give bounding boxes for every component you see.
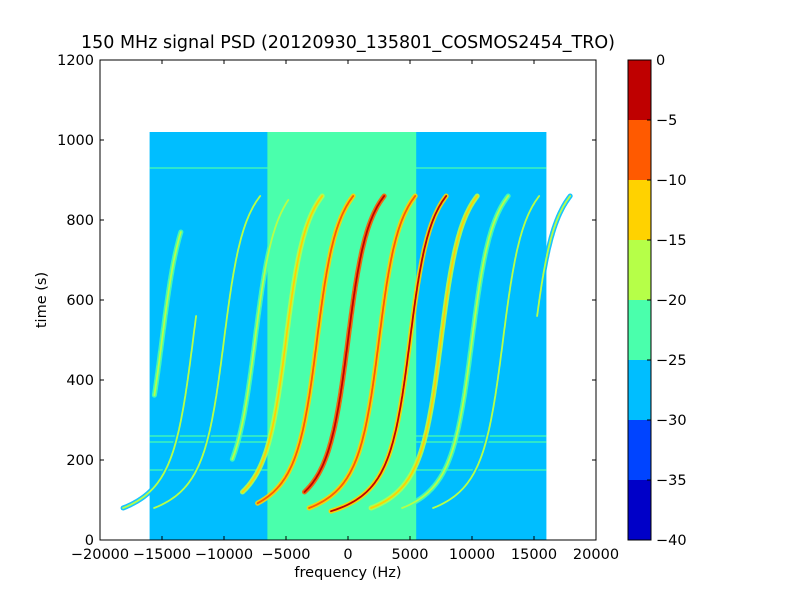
y-tick-label: 0 xyxy=(85,533,94,549)
colorbar-tick-label: −5 xyxy=(656,113,677,129)
y-tick-label: 1000 xyxy=(57,133,94,149)
x-axis-label: frequency (Hz) xyxy=(294,565,401,581)
trace-line xyxy=(308,195,417,509)
chart-title: 150 MHz signal PSD (20120930_135801_COSM… xyxy=(81,33,615,53)
colorbar-bin xyxy=(628,180,651,240)
x-tick-label: −5000 xyxy=(261,547,310,563)
colorbar-bins xyxy=(628,60,651,540)
trace-line xyxy=(256,195,355,505)
y-axis: 0 200 400 600 800 1000 1200 xyxy=(57,53,596,549)
trace-line xyxy=(122,315,197,509)
colorbar-bin xyxy=(628,420,651,480)
trace-line xyxy=(536,195,572,317)
x-tick-label: 0 xyxy=(343,547,352,563)
trace-line xyxy=(303,195,386,493)
colorbar-bin xyxy=(628,60,651,120)
x-axis: −20000 −15000 −10000 −5000 0 5000 10000 15000 20… xyxy=(71,60,619,563)
colorbar-tick-label: −25 xyxy=(656,353,687,369)
colorbar-tick-label: −15 xyxy=(656,233,687,249)
x-tick-label: 5000 xyxy=(392,547,429,563)
x-tick-label: −20000 xyxy=(71,547,129,563)
colorbar-bin xyxy=(628,300,651,360)
colorbar-bin xyxy=(628,120,651,180)
y-tick-label: 200 xyxy=(66,453,94,469)
x-tick-label: −15000 xyxy=(133,547,191,563)
colorbar-tick-label: −40 xyxy=(656,533,687,549)
colorbar: 0 −5 −10 −15 −20 −25 −30 −35 −40 xyxy=(627,53,687,549)
background-center-band xyxy=(267,132,417,540)
trace-line xyxy=(153,195,262,509)
colorbar-bin xyxy=(628,480,651,540)
colorbar-tick-label: −35 xyxy=(656,473,687,489)
trace-line xyxy=(330,195,448,513)
colorbar-tick-label: −30 xyxy=(656,413,687,429)
y-tick-label: 800 xyxy=(66,213,94,229)
colorbar-bin xyxy=(628,360,651,420)
trace-line xyxy=(153,231,182,397)
x-tick-label: 15000 xyxy=(511,547,557,563)
colorbar-tick-label: −10 xyxy=(656,173,687,189)
trace-line xyxy=(231,199,290,461)
colorbar-tick-label: −20 xyxy=(656,293,687,309)
spectrogram-image xyxy=(120,132,573,540)
x-tick-label: −10000 xyxy=(195,547,253,563)
colorbar-tick-label: 0 xyxy=(656,53,665,69)
colorbar-bin xyxy=(628,240,651,300)
colorbar-ticks: 0 −5 −10 −15 −20 −25 −30 −35 −40 xyxy=(647,53,687,549)
y-tick-label: 600 xyxy=(66,293,94,309)
y-tick-label: 400 xyxy=(66,373,94,389)
trace-line xyxy=(401,195,510,509)
y-tick-label: 1200 xyxy=(57,53,94,69)
plot-area: −20000 −15000 −10000 −5000 0 5000 10000 15000 20… xyxy=(57,53,619,563)
x-tick-label: 20000 xyxy=(573,547,619,563)
trace-line xyxy=(241,195,324,493)
trace-line xyxy=(370,195,479,509)
x-tick-label: 10000 xyxy=(449,547,495,563)
trace-line xyxy=(432,195,541,509)
y-axis-label: time (s) xyxy=(34,272,50,328)
